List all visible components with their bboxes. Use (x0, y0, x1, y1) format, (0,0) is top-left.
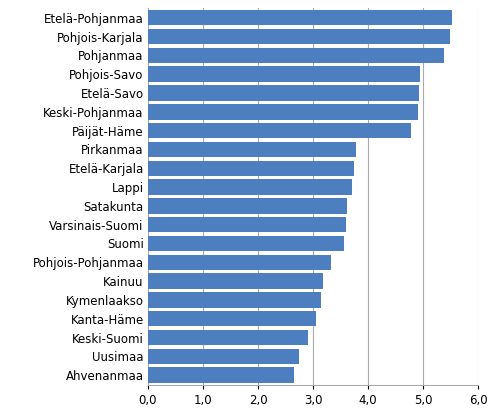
Bar (148, 66, 421, 82)
Bar (148, 349, 299, 364)
Bar (148, 85, 419, 101)
Bar (148, 179, 352, 195)
Bar (148, 367, 294, 383)
Bar (148, 311, 316, 326)
Bar (148, 273, 323, 289)
Bar (148, 198, 347, 214)
Bar (148, 217, 346, 232)
Bar (148, 104, 418, 120)
Bar (148, 161, 354, 176)
Bar (148, 123, 411, 138)
Bar (148, 29, 450, 44)
Bar (148, 330, 308, 345)
Bar (148, 236, 345, 251)
Bar (148, 10, 452, 25)
Bar (148, 292, 321, 308)
Bar (148, 255, 331, 270)
Bar (148, 48, 444, 63)
Bar (148, 142, 356, 157)
